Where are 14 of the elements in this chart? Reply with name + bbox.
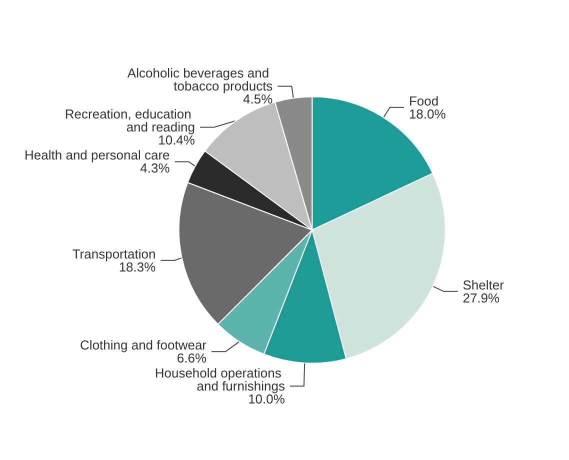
data-label: 6.6% xyxy=(176,350,207,366)
slice-label: Clothing and footwear xyxy=(80,338,208,353)
data-label: 4.5% xyxy=(243,92,274,107)
slice-label: Shelter xyxy=(462,277,505,292)
slice-label: Transportation xyxy=(72,246,156,262)
slice-label: Health and personal care xyxy=(24,148,170,163)
slice-label: Alcoholic beverages and tobacco products xyxy=(127,66,274,94)
data-label: 4.3% xyxy=(140,160,170,176)
slice-label: Food xyxy=(408,93,439,108)
data-label: 27.9% xyxy=(462,290,500,306)
slice-label: Recreation, education and reading xyxy=(64,106,195,135)
data-label: 18.3% xyxy=(118,259,156,274)
slice-label: Household operations and furnishings xyxy=(154,366,286,394)
data-label: 18.0% xyxy=(408,106,446,122)
